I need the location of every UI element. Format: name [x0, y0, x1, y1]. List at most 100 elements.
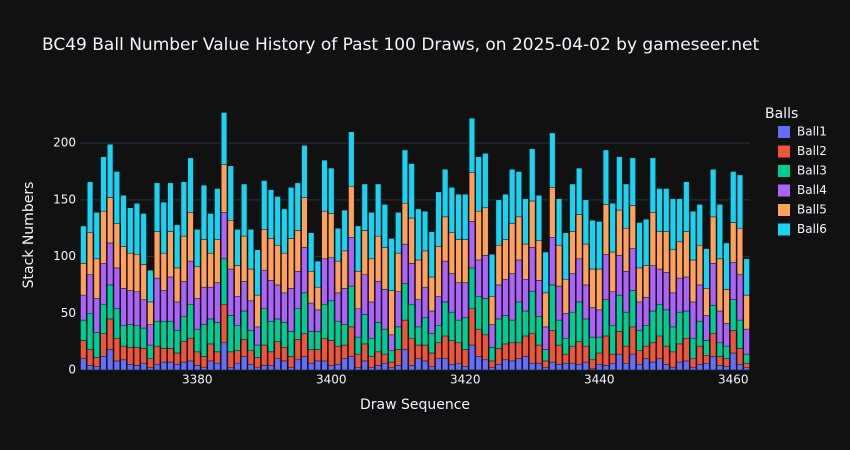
bar-segment [153, 231, 161, 279]
bar-segment [475, 356, 482, 371]
bar-segment [435, 296, 442, 327]
bar-segment [515, 171, 522, 218]
bar-segment [468, 221, 476, 269]
bar-segment [669, 367, 677, 371]
bar-segment [435, 325, 442, 344]
bar-segment [475, 296, 482, 330]
bar-segment [408, 303, 415, 339]
bar-segment [689, 301, 697, 339]
legend-label: Ball3 [797, 164, 827, 178]
bar-segment [241, 281, 248, 312]
bar-segment [683, 310, 690, 339]
bar-segment [261, 308, 268, 346]
bar-segment [314, 331, 321, 350]
bar-segment [609, 202, 616, 253]
bar-segment [341, 288, 348, 325]
bar-segment [113, 171, 120, 224]
bar-segment [730, 330, 737, 354]
bar-segment [616, 331, 623, 355]
bar-segment [127, 324, 134, 348]
bar-segment [241, 339, 248, 357]
bar-segment [241, 235, 248, 282]
bar-segment [254, 357, 261, 368]
bar-segment [616, 156, 623, 211]
bar-segment [616, 353, 623, 371]
bar-segment [448, 311, 455, 341]
bar-segment [368, 356, 375, 368]
bar-segment [395, 252, 402, 292]
bar-segment [127, 290, 134, 325]
bar-segment [107, 197, 114, 244]
bar-segment [160, 290, 167, 322]
bar-segment [428, 310, 435, 334]
bar-segment [220, 112, 228, 165]
bar-segment [576, 301, 583, 342]
bar-segment [482, 334, 489, 361]
bar-segment [656, 358, 663, 371]
bar-segment [153, 364, 161, 371]
bar-segment [361, 314, 368, 345]
bar-segment [267, 320, 275, 353]
bar-segment [743, 294, 750, 330]
bar-segment [576, 214, 583, 260]
bar-segment [194, 328, 201, 353]
bar-segment [368, 337, 375, 357]
bar-segment [455, 193, 462, 240]
bar-segment [80, 294, 87, 321]
bar-segment [555, 344, 563, 365]
bar-segment [669, 292, 677, 328]
bar-segment [180, 361, 187, 371]
bar-segment [549, 284, 556, 331]
bar-segment [669, 326, 677, 353]
bar-segment [147, 324, 154, 346]
bar-segment [80, 319, 87, 341]
bar-segment [475, 259, 482, 297]
bar-segment [676, 361, 683, 371]
bar-segment [663, 272, 670, 311]
bar-segment [381, 247, 388, 290]
bar-segment [220, 258, 228, 305]
bar-segment [415, 208, 422, 261]
bar-segment [582, 243, 589, 286]
bar-segment [455, 362, 462, 371]
bar-segment [602, 365, 610, 371]
bar-segment [408, 163, 415, 219]
bar-segment [120, 195, 127, 247]
bar-segment [596, 364, 603, 371]
bar-segment [180, 281, 187, 317]
legend-swatch [778, 165, 790, 177]
bar-segment [334, 364, 342, 371]
bar-segment [120, 345, 127, 361]
bar-segment [354, 367, 362, 371]
bar-segment [187, 260, 194, 305]
bar-segment [723, 358, 730, 367]
bar-segment [247, 364, 254, 371]
bar-segment [308, 232, 315, 272]
bar-segment [415, 326, 422, 346]
bar-segment [301, 197, 308, 248]
bar-segment [395, 349, 402, 366]
bar-segment [442, 260, 449, 303]
bar-segment [455, 319, 462, 344]
bar-segment [723, 366, 730, 371]
bar-segment [622, 311, 630, 347]
legend-swatch [778, 184, 790, 197]
bar-segment [689, 210, 697, 261]
bar-segment [716, 365, 723, 371]
bar-segment [294, 182, 301, 231]
bar-segment [716, 356, 723, 366]
bar-segment [187, 337, 194, 362]
bar-segment [455, 282, 462, 321]
bar-segment [703, 340, 710, 356]
bar-segment [220, 212, 228, 260]
bar-segment [220, 342, 228, 371]
bar-segment [549, 330, 556, 363]
bar-segment [643, 325, 650, 347]
bar-segment [214, 282, 221, 323]
bar-segment [274, 244, 281, 286]
bar-segment [314, 260, 321, 288]
bar-segment [468, 117, 476, 173]
bar-segment [254, 294, 261, 328]
bar-segment [308, 302, 315, 332]
